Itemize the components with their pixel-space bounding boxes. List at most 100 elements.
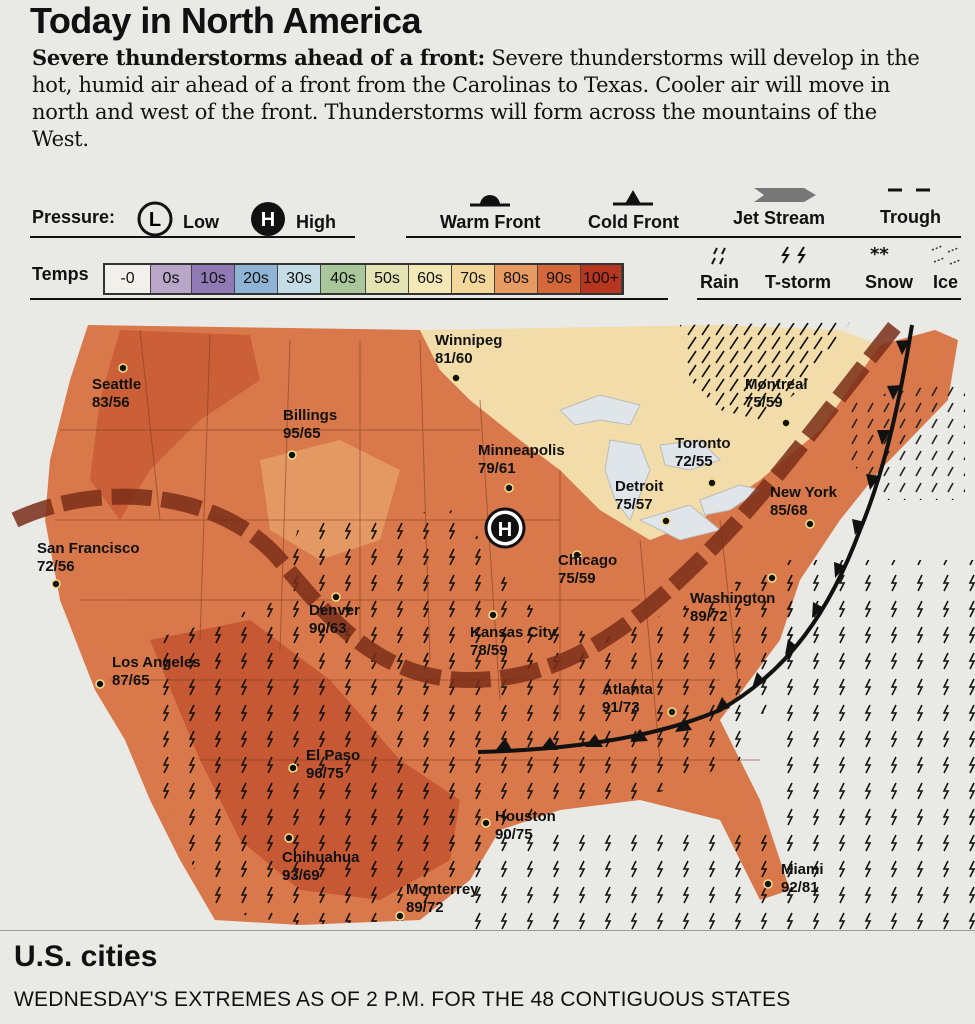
city-temps-winnipeg: 81/60 — [435, 350, 473, 367]
temp-bin-80s: 80s — [495, 265, 538, 293]
city-temps-san-francisco: 72/56 — [37, 558, 75, 575]
jet-stream-icon — [754, 188, 816, 202]
tstorm-label: T-storm — [765, 272, 832, 292]
city-name-toronto: Toronto — [675, 435, 731, 452]
page-title: Today in North America — [30, 0, 422, 41]
state-boundaries — [55, 329, 760, 761]
city-dot-san-francisco — [51, 579, 61, 589]
temp-bin-90s: 90s — [538, 265, 581, 293]
cold-front-label: Cold Front — [588, 212, 679, 232]
city-name-atlanta: Atlanta — [602, 681, 653, 698]
city-temps-chicago: 75/59 — [558, 570, 596, 587]
warm-front-label: Warm Front — [440, 212, 541, 232]
city-name-miami: Miami — [781, 861, 824, 878]
temp-bin-50s: 50s — [366, 265, 409, 293]
city-name-seattle: Seattle — [92, 376, 141, 393]
city-name-denver: Denver — [309, 602, 360, 619]
city-temps-toronto: 72/55 — [675, 453, 713, 470]
city-name-detroit: Detroit — [615, 478, 663, 495]
tstorm-area-inland — [150, 510, 800, 925]
jet-stream-label: Jet Stream — [733, 208, 826, 228]
temps-underline — [30, 298, 668, 300]
city-name-new-york: New York — [770, 484, 838, 501]
cold-front-triangles — [495, 340, 910, 752]
city-dot-houston — [481, 818, 491, 828]
city-dot-monterrey — [395, 911, 405, 921]
temp-bin-minus0: -0 — [105, 265, 151, 293]
city-dot-toronto — [707, 478, 717, 488]
city-name-chihuahua: Chihuahua — [282, 849, 360, 866]
precip-underline — [697, 298, 961, 300]
warm-front-icon — [470, 195, 510, 207]
city-temps-minneapolis: 79/61 — [478, 460, 516, 477]
city-temps-chihuahua: 93/69 — [282, 867, 320, 884]
city-temps-new-york: 85/68 — [770, 502, 808, 519]
land-hotter-region — [90, 330, 260, 520]
pressure-underline — [30, 236, 355, 238]
city-dot-chihuahua — [284, 833, 294, 843]
rain-area-coast — [850, 380, 965, 500]
temperature-scale: -0 0s 10s 20s 30s 40s 50s 60s 70s 80s 90s 100+ — [103, 263, 624, 295]
city-temps-miami: 92/81 — [781, 879, 819, 896]
rain-area-northeast — [680, 322, 850, 420]
city-name-billings: Billings — [283, 407, 337, 424]
fronts-underline — [406, 236, 961, 238]
city-dot-seattle — [118, 363, 128, 373]
ice-label: Ice — [933, 272, 959, 292]
forecast-description: Severe thunderstorms ahead of a front: S… — [32, 44, 932, 153]
city-name-el-paso: El Paso — [306, 747, 360, 764]
ice-icon — [931, 245, 961, 265]
high-pressure-marker: H — [484, 507, 526, 549]
trough-icon — [888, 188, 930, 192]
trough-label: Trough — [880, 207, 941, 227]
temp-bin-0s: 0s — [151, 265, 192, 293]
city-temps-atlanta: 91/73 — [602, 699, 640, 716]
snow-label: Snow — [865, 272, 913, 292]
gulf-storms — [470, 830, 790, 930]
city-dot-washington — [767, 573, 777, 583]
description-body: Severe thunderstorms will develop in the… — [32, 46, 920, 151]
city-name-winnipeg: Winnipeg — [435, 332, 502, 349]
cold-front-icon — [613, 190, 653, 206]
temp-bin-10s: 10s — [192, 265, 235, 293]
high-label: High — [296, 212, 336, 232]
city-name-kansas-city: Kansas City — [470, 624, 557, 641]
temp-bin-60s: 60s — [409, 265, 452, 293]
city-dot-kansas-city — [488, 610, 498, 620]
footer-title: U.S. cities — [14, 940, 158, 973]
city-temps-billings: 95/65 — [283, 425, 321, 442]
city-dot-detroit — [661, 516, 671, 526]
city-name-montreal: Montreal — [745, 376, 808, 393]
city-name-minneapolis: Minneapolis — [478, 442, 565, 459]
city-dot-billings — [287, 450, 297, 460]
city-dot-new-york — [805, 519, 815, 529]
city-dot-atlanta — [667, 707, 677, 717]
high-symbol: H — [261, 209, 275, 231]
city-dot-montreal — [781, 418, 791, 428]
city-temps-kansas-city: 78/59 — [470, 642, 508, 659]
city-name-chicago: Chicago — [558, 552, 617, 569]
snow-icon: ** — [870, 244, 889, 262]
city-dot-minneapolis — [504, 483, 514, 493]
high-pressure-icon: H — [251, 202, 285, 236]
high-pressure-symbol: H — [498, 519, 512, 541]
temp-bin-20s: 20s — [235, 265, 278, 293]
temps-label: Temps — [32, 264, 89, 284]
tstorm-icon — [781, 246, 806, 264]
city-dot-chicago — [572, 550, 582, 560]
city-temps-detroit: 75/57 — [615, 496, 653, 513]
city-temps-houston: 90/75 — [495, 826, 533, 843]
rain-label: Rain — [700, 272, 740, 292]
city-name-monterrey: Monterrey — [406, 881, 479, 898]
city-temps-el-paso: 96/75 — [306, 765, 344, 782]
city-name-washington: Washington — [690, 590, 775, 607]
city-temps-montreal: 75/59 — [745, 394, 783, 411]
city-dot-miami — [763, 879, 773, 889]
low-label: Low — [183, 212, 219, 232]
description-lead: Severe thunderstorms ahead of a front: — [32, 45, 485, 70]
footer-subtitle: WEDNESDAY'S EXTREMES AS OF 2 P.M. FOR TH… — [14, 988, 791, 1011]
city-dot-winnipeg — [451, 373, 461, 383]
city-name-los-angeles: Los Angeles — [112, 654, 201, 671]
city-labels: Winnipeg81/60Seattle83/56Montreal75/59Bi… — [37, 332, 838, 921]
city-temps-washington: 89/72 — [690, 608, 728, 625]
